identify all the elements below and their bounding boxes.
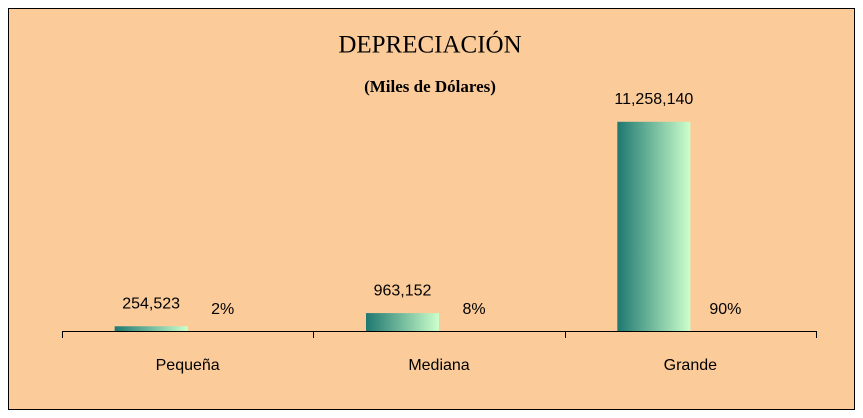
value-label: 254,523	[122, 295, 180, 312]
value-label: 11,258,140	[614, 91, 693, 108]
value-label: 963,152	[374, 282, 432, 299]
chart-subtitle: (Miles de Dólares)	[364, 77, 496, 96]
x-tick-label: Pequeña	[156, 357, 220, 374]
bar	[114, 326, 188, 331]
bar	[366, 313, 439, 331]
percent-label: 90%	[709, 301, 741, 318]
x-tick-label: Mediana	[408, 357, 469, 374]
bar	[617, 121, 691, 332]
chart-title: DEPRECIACIÓN	[338, 31, 521, 59]
percent-label: 8%	[462, 301, 485, 318]
percent-label: 2%	[211, 301, 234, 318]
x-tick-label: Grande	[664, 357, 717, 374]
chart-area	[8, 8, 855, 410]
